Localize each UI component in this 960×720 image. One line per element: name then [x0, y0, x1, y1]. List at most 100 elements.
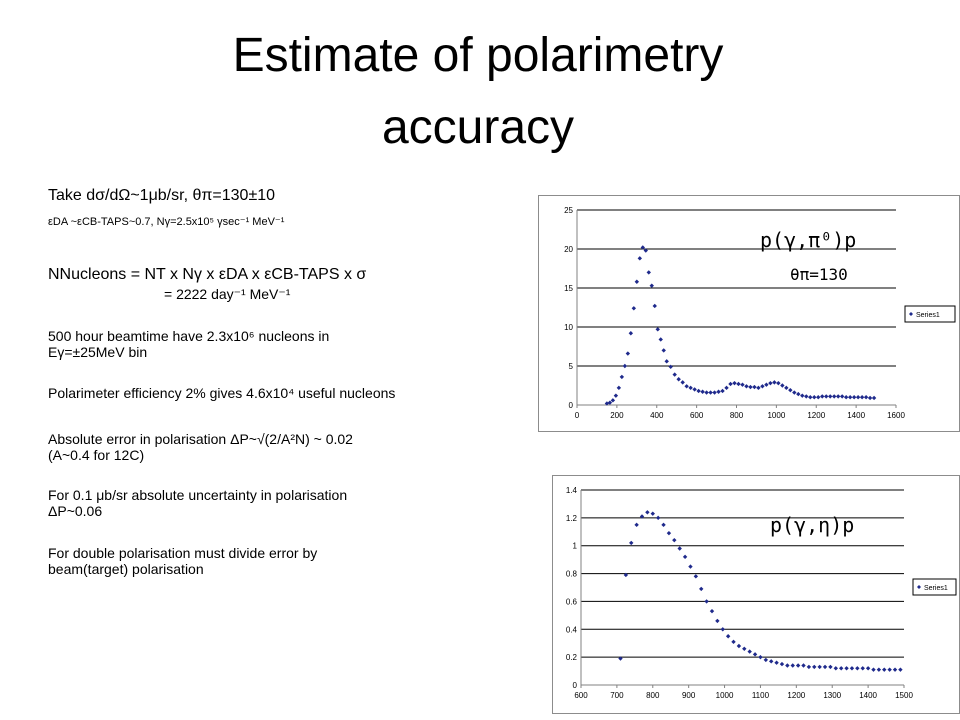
data-point: [650, 511, 655, 516]
pi0-reaction-label: p(γ,π⁰)p: [760, 228, 857, 252]
data-point: [843, 395, 849, 400]
data-point: [828, 394, 833, 399]
pi0-cross-section-chart: 0 5 10 15 20 25 0 200 400 600 800 1000 1200 1400 1600 S…: [564, 206, 956, 420]
data-point: [795, 663, 801, 668]
data-point: [613, 393, 619, 398]
data-point: [661, 522, 666, 528]
data-point: [704, 390, 709, 395]
x-tick-label: 1400: [859, 691, 877, 700]
data-point: [780, 383, 785, 388]
data-point: [684, 384, 689, 389]
x-tick-label: 1600: [887, 411, 905, 420]
data-point: [839, 394, 845, 399]
data-point: [652, 303, 657, 309]
data-point: [634, 279, 640, 284]
x-tick-label: 600: [574, 691, 588, 700]
y-tick-label: 0.4: [566, 625, 578, 634]
data-point: [655, 327, 660, 332]
data-point: [822, 664, 828, 670]
data-point: [610, 398, 616, 403]
legend-box: [904, 305, 956, 323]
data-point: [604, 401, 610, 406]
data-point: [639, 514, 645, 519]
data-point: [844, 666, 849, 671]
data-point: [898, 667, 903, 672]
data-point: [831, 394, 837, 399]
data-point: [817, 664, 822, 670]
data-point: [715, 618, 720, 624]
x-tick-label: 1500: [895, 691, 913, 700]
data-point: [688, 564, 693, 569]
eta-chart-frame: 0 0.2 0.4 0.6 0.8 1 1.2 1.4 600 700 800 900 1000 1100…: [552, 475, 960, 714]
data-point: [668, 364, 673, 369]
take-line: Take dσ/dΩ~1μb/sr, θπ=130±10: [48, 187, 276, 204]
y-tick-label: 0.2: [566, 653, 578, 662]
data-point: [876, 667, 882, 672]
legend-label: Series1: [924, 585, 948, 592]
x-tick-label: 800: [646, 691, 660, 700]
data-point: [788, 387, 793, 393]
data-point: [619, 374, 625, 380]
data-point: [796, 391, 801, 397]
data-point: [764, 382, 769, 387]
data-point: [763, 657, 769, 663]
data-point: [849, 666, 855, 671]
legend-box: [912, 578, 957, 596]
data-point: [628, 331, 634, 336]
beamtime-line1: 500 hour beamtime have 2.3x10⁶ nucleons …: [48, 328, 330, 344]
legend-label: Series1: [916, 312, 940, 319]
data-point: [704, 599, 709, 604]
data-point: [833, 666, 839, 671]
data-point: [828, 664, 833, 670]
y-tick-label: 1.2: [566, 514, 578, 523]
y-tick-label: 10: [564, 323, 573, 332]
pion-angle-label: θπ=130: [790, 265, 848, 284]
legend-marker: [909, 312, 913, 316]
data-point: [708, 390, 713, 395]
data-point: [655, 515, 661, 521]
data-point: [724, 385, 729, 391]
data-point: [625, 351, 631, 356]
data-point: [867, 395, 873, 401]
data-point: [776, 380, 781, 386]
data-point: [758, 654, 763, 660]
data-point: [847, 395, 853, 400]
x-tick-label: 1200: [787, 691, 805, 700]
x-tick-label: 200: [610, 411, 624, 420]
data-point: [622, 363, 628, 369]
data-point: [748, 384, 753, 390]
y-tick-label: 20: [564, 245, 573, 254]
x-tick-label: 900: [682, 691, 696, 700]
uncertainty-line1: For 0.1 μb/sr absolute uncertainty in po…: [48, 487, 348, 503]
double-polarisation-line2: beam(target) polarisation: [48, 561, 204, 577]
y-tick-label: 0.6: [566, 597, 578, 606]
absolute-error-line1: Absolute error in polarisation ΔP~√(2/A²…: [48, 431, 353, 447]
data-point: [736, 643, 742, 649]
data-point: [744, 384, 749, 389]
data-point: [801, 663, 806, 668]
data-point: [676, 377, 681, 382]
data-point: [666, 530, 672, 536]
data-point: [871, 395, 877, 401]
data-point: [629, 540, 634, 546]
y-tick-label: 1.4: [566, 486, 578, 495]
x-tick-label: 1300: [823, 691, 841, 700]
data-point: [887, 667, 892, 672]
y-tick-label: 5: [569, 362, 574, 371]
data-point: [855, 666, 860, 671]
data-point: [865, 666, 871, 671]
nucleons-formula: NNucleons = NT x Nγ x εDA x εCB-TAPS x σ: [48, 266, 367, 283]
data-point: [637, 256, 643, 261]
x-tick-label: 1400: [847, 411, 865, 420]
x-tick-label: 600: [690, 411, 704, 420]
y-tick-label: 0: [569, 401, 574, 410]
data-point: [785, 663, 790, 668]
x-tick-label: 400: [650, 411, 664, 420]
polarimeter-efficiency-line: Polarimeter efficiency 2% gives 4.6x10⁴ …: [48, 385, 396, 401]
data-point: [720, 627, 725, 632]
data-point: [731, 639, 736, 645]
y-tick-label: 1: [573, 542, 578, 551]
data-point: [769, 659, 774, 664]
data-point: [725, 634, 731, 639]
x-tick-label: 1100: [752, 691, 770, 700]
